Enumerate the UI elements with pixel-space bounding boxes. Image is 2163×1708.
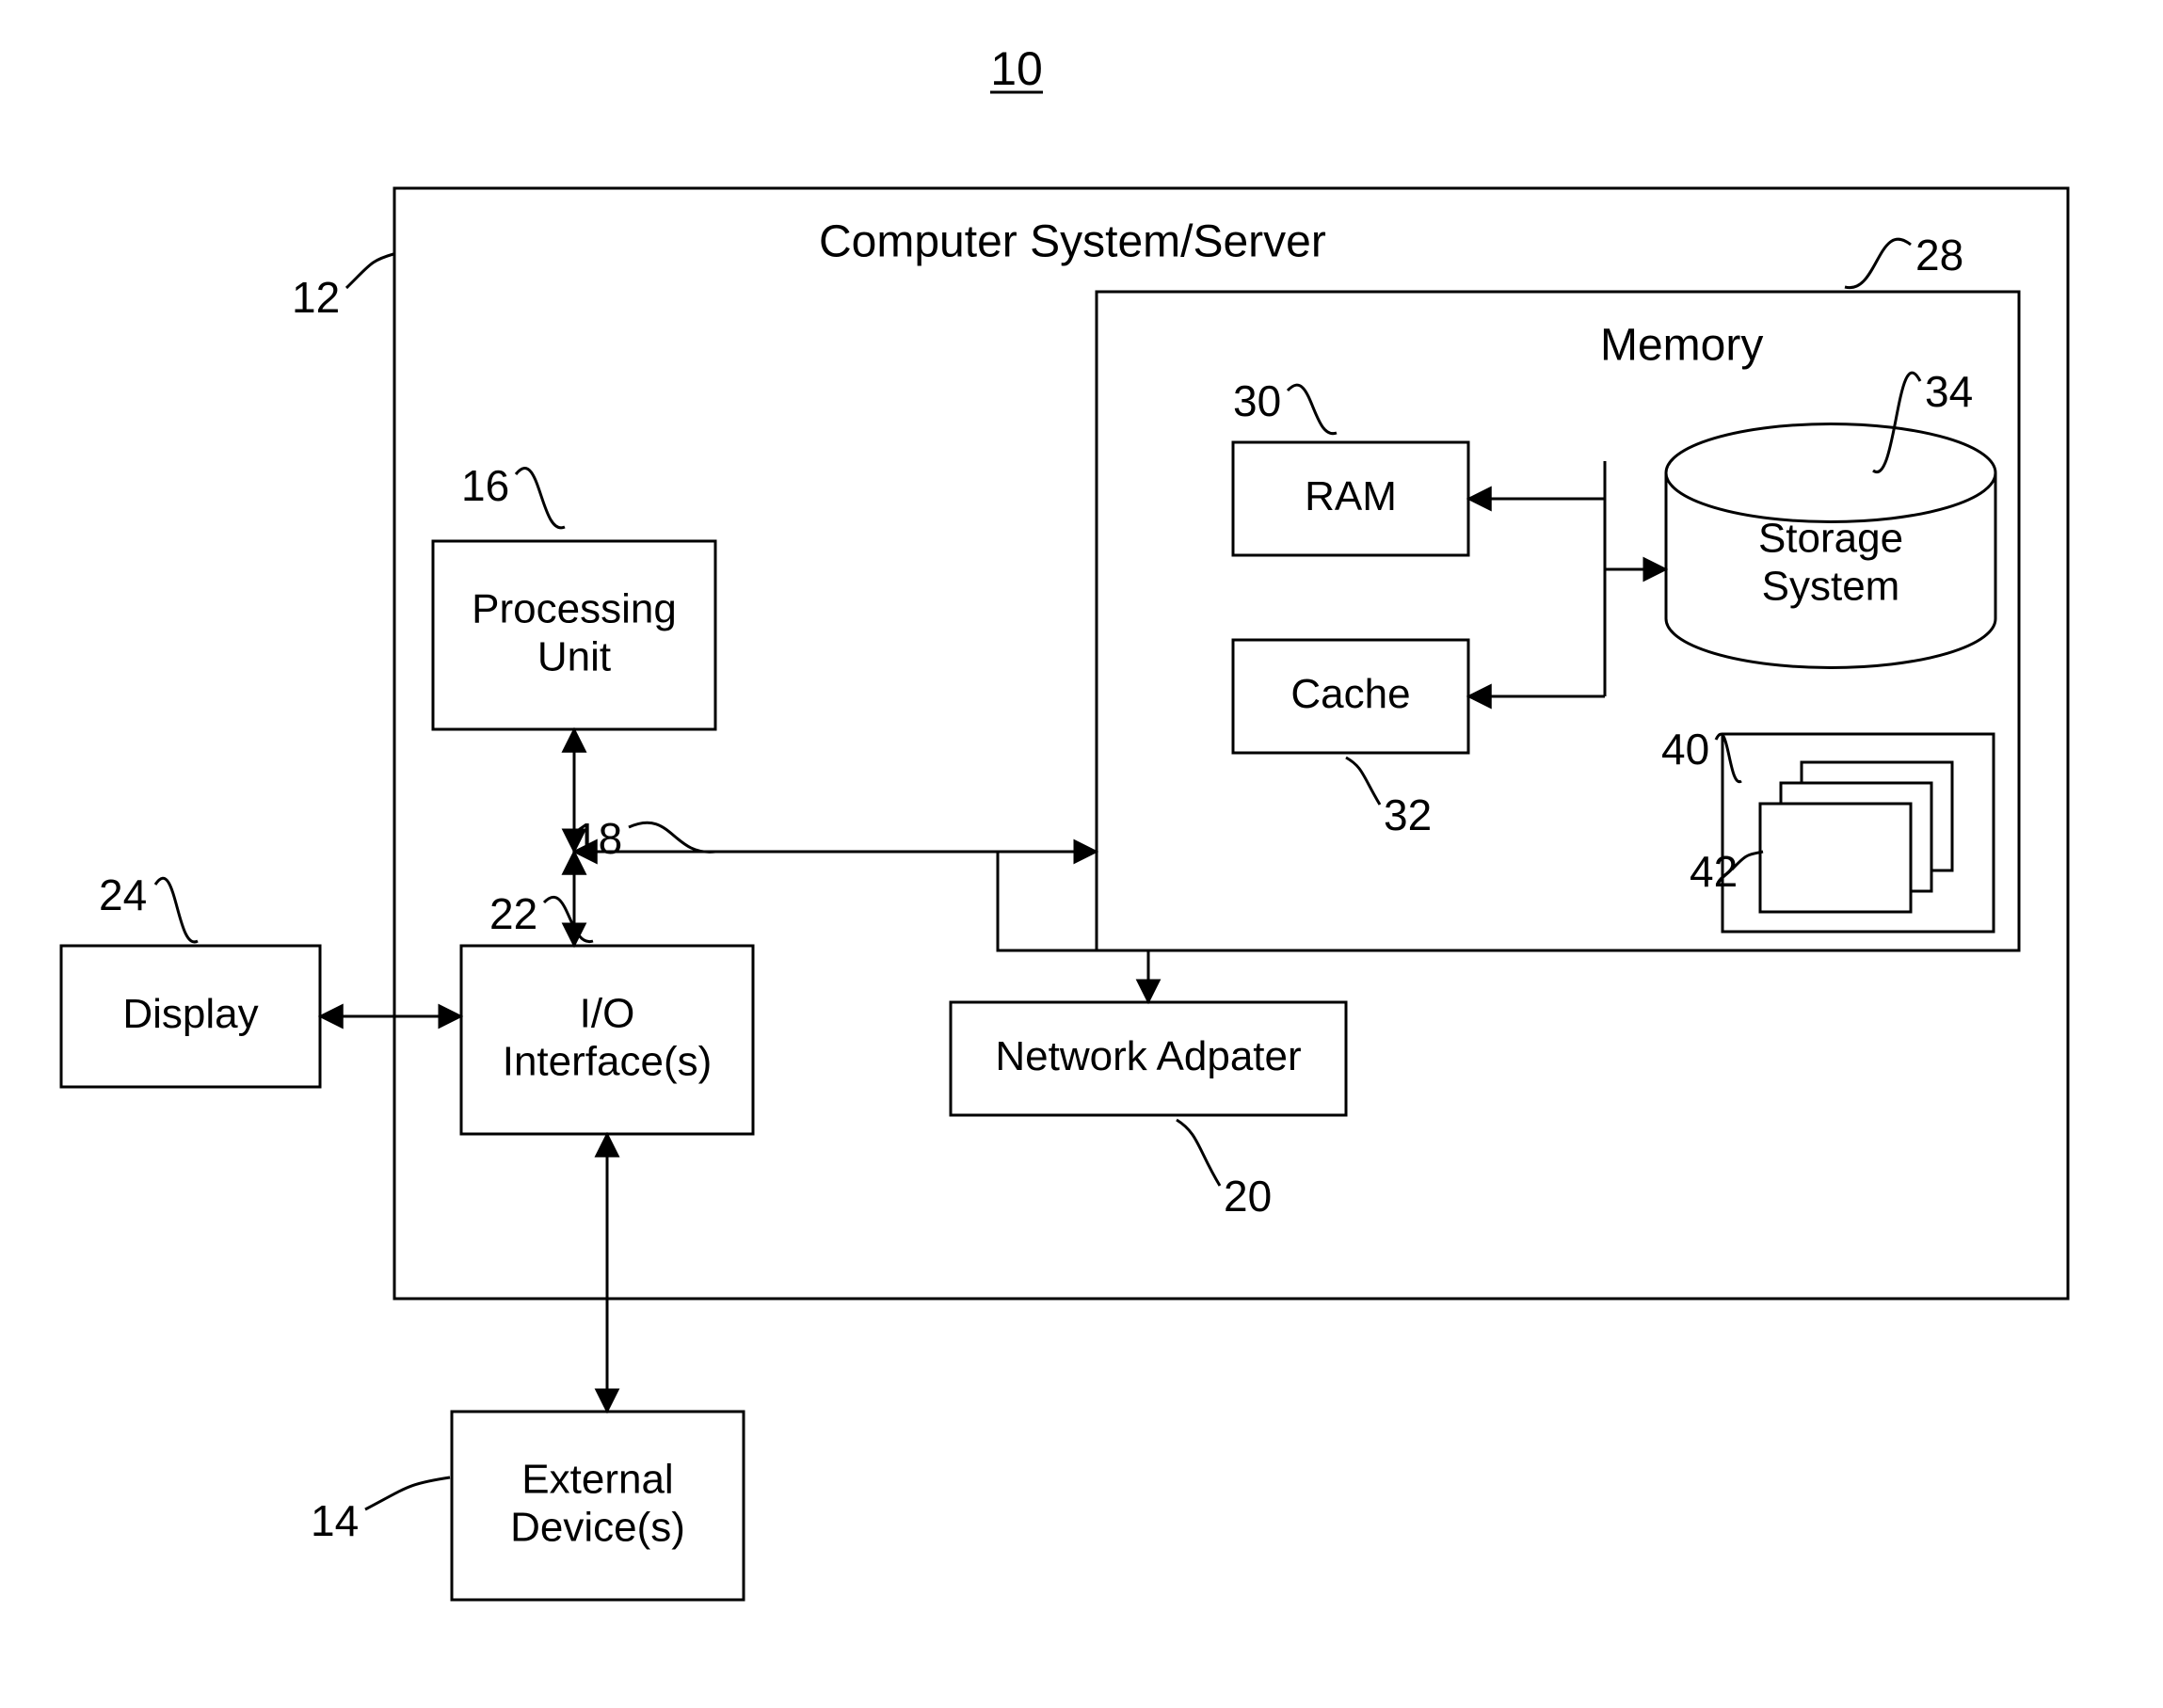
ref-label-18: 18 [574, 814, 622, 863]
ref-label-22: 22 [489, 889, 537, 938]
external-devices-label: ExternalDevice(s) [510, 1456, 685, 1550]
ref-label-40: 40 [1661, 725, 1709, 774]
ref-label-30: 30 [1233, 376, 1281, 425]
cache-label: Cache [1290, 671, 1410, 717]
ref-leader-24 [155, 878, 198, 942]
ref-label-14: 14 [311, 1496, 359, 1545]
ram-label: RAM [1305, 473, 1397, 519]
ref-label-12: 12 [292, 273, 340, 322]
ref-label-28: 28 [1915, 231, 1963, 279]
computer-system-label: Computer System/Server [819, 217, 1326, 267]
ref-label-32: 32 [1384, 790, 1432, 839]
figure-number: 10 [990, 42, 1043, 95]
ref-label-24: 24 [99, 870, 147, 919]
storage-system-top [1666, 424, 1995, 522]
ref-leader-12 [346, 254, 393, 288]
ref-leader-14 [365, 1477, 450, 1509]
stacked-doc-0 [1760, 804, 1911, 912]
display-label: Display [122, 991, 258, 1037]
storage-system-label: StorageSystem [1758, 515, 1903, 609]
ref-label-42: 42 [1690, 847, 1738, 896]
ref-label-34: 34 [1925, 367, 1973, 416]
ref-label-16: 16 [461, 461, 509, 510]
memory-label: Memory [1600, 321, 1763, 371]
ref-label-20: 20 [1224, 1172, 1272, 1221]
network-adapter-label: Network Adpater [995, 1033, 1301, 1079]
